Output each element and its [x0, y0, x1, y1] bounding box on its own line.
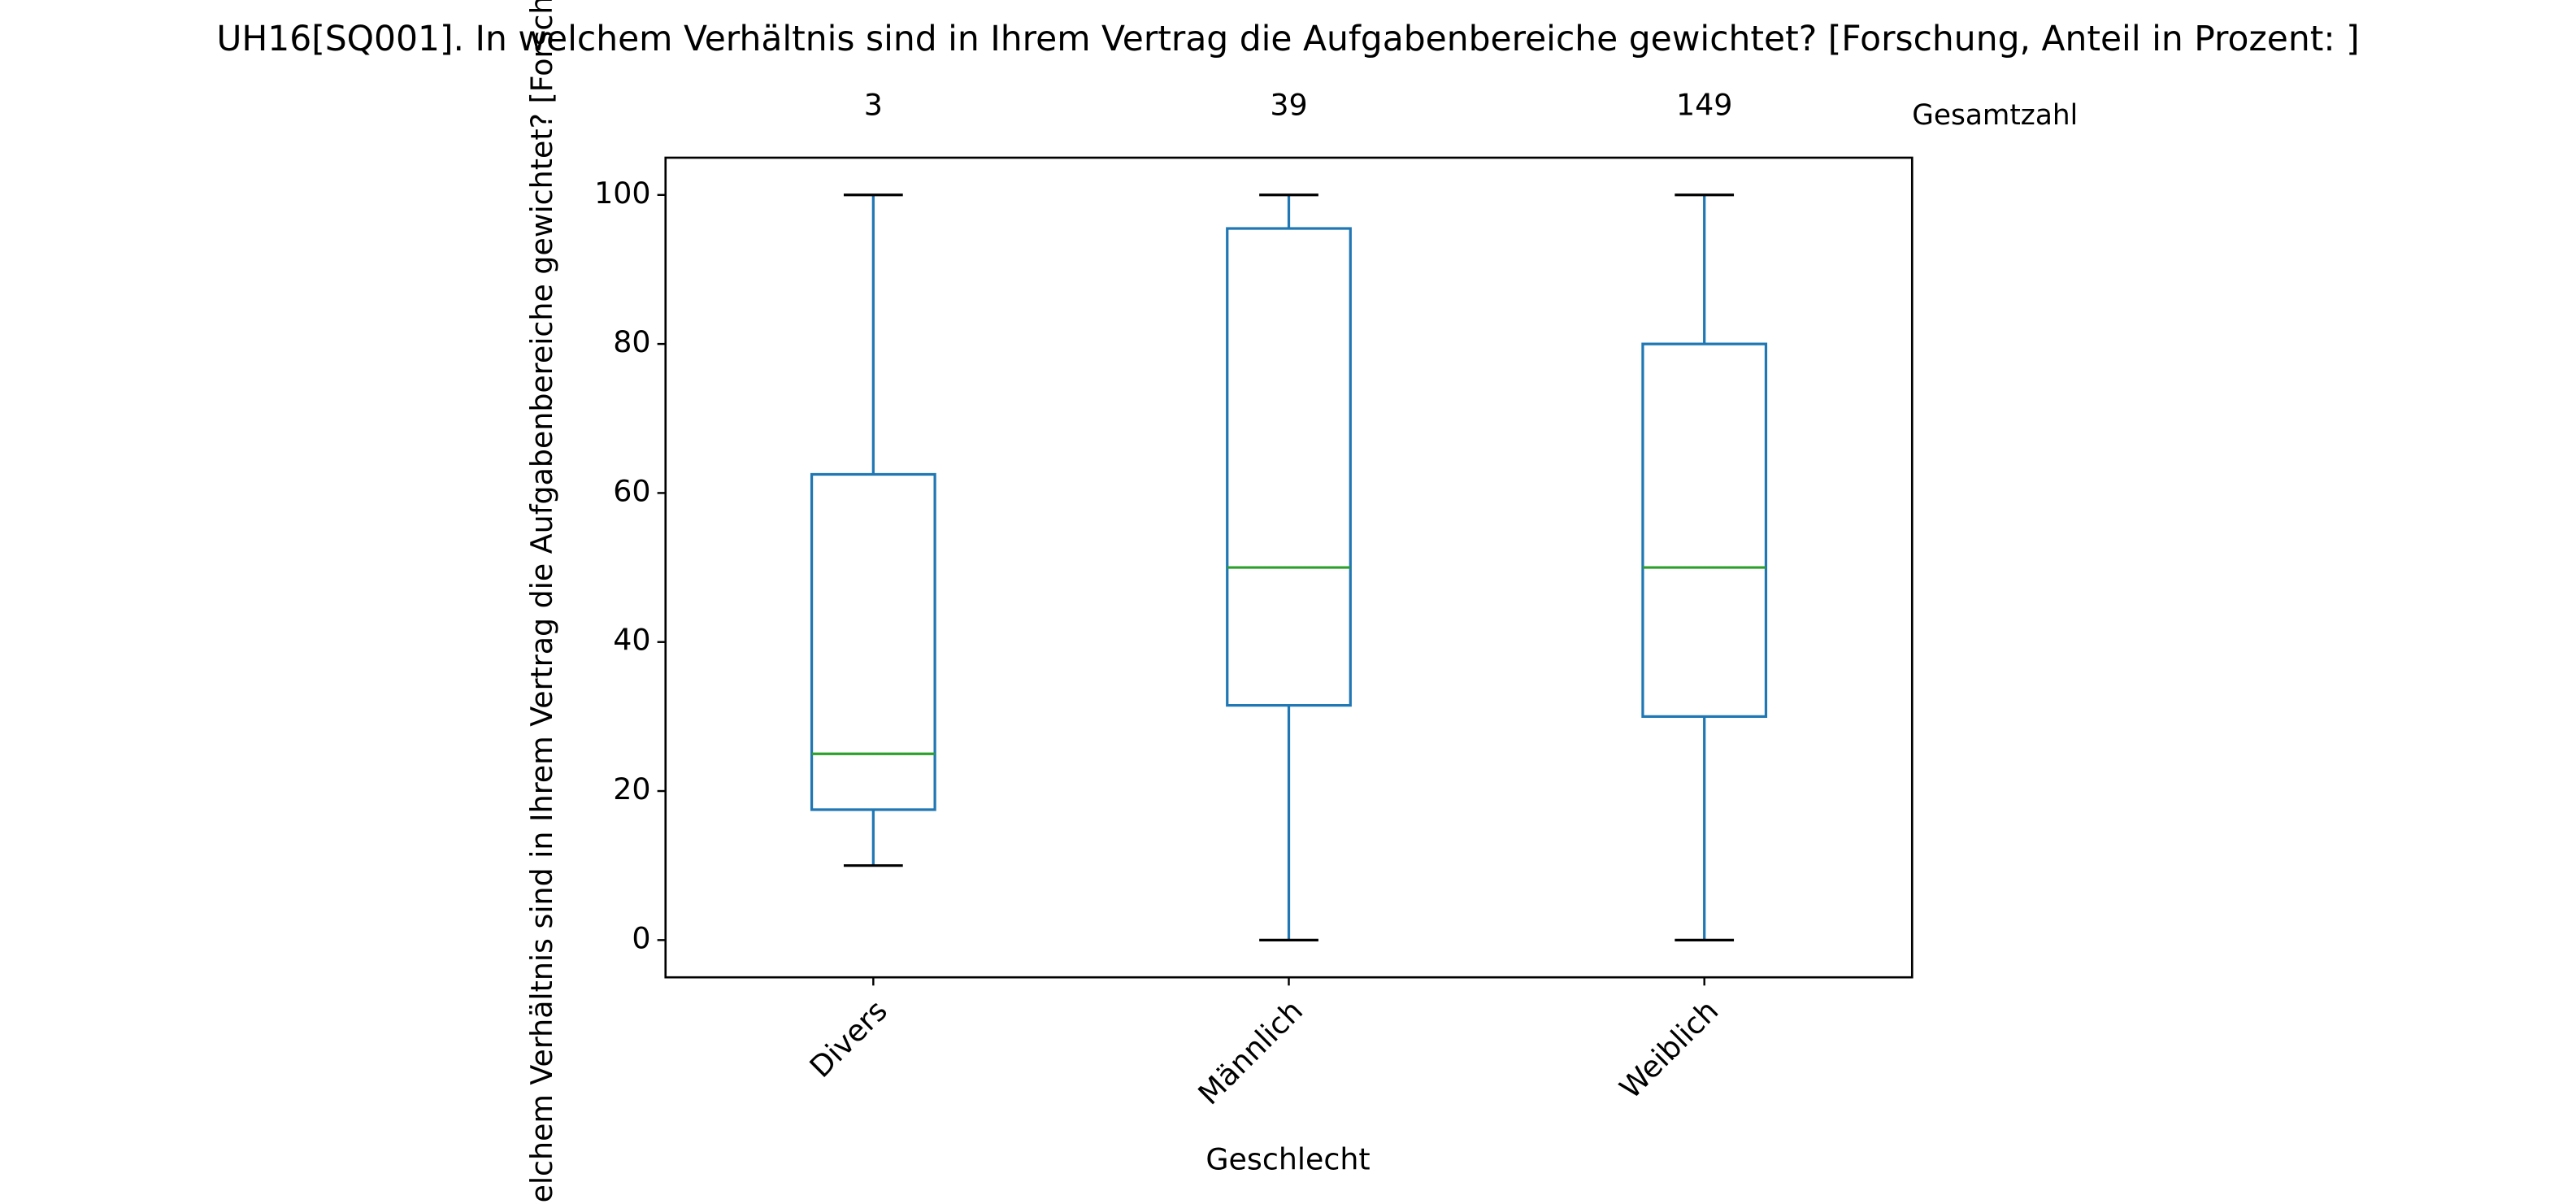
x-tick-label: Divers: [803, 993, 894, 1084]
x-tick-label: Männlich: [1191, 993, 1310, 1112]
y-tick-label: 60: [613, 473, 650, 508]
count-label: Gesamtzahl: [1912, 99, 2078, 132]
y-tick-label: 100: [594, 176, 650, 211]
y-tick-label: 20: [613, 772, 650, 806]
x-axis-label: Geschlecht: [1205, 1141, 1370, 1176]
y-tick-label: 40: [613, 623, 650, 658]
y-axis-label: UH16[SQ001]. In welchem Verhältnis sind …: [524, 0, 559, 1204]
y-tick-label: 80: [613, 324, 650, 359]
y-tick-label: 0: [632, 920, 650, 955]
count: 39: [1270, 87, 1307, 122]
x-tick-label: Weiblich: [1613, 993, 1725, 1106]
box: [1226, 227, 1352, 707]
count: 3: [864, 87, 883, 122]
chart-title: UH16[SQ001]. In welchem Verhältnis sind …: [216, 20, 2359, 59]
box: [810, 472, 936, 811]
count: 149: [1676, 87, 1732, 122]
box: [1641, 342, 1768, 718]
